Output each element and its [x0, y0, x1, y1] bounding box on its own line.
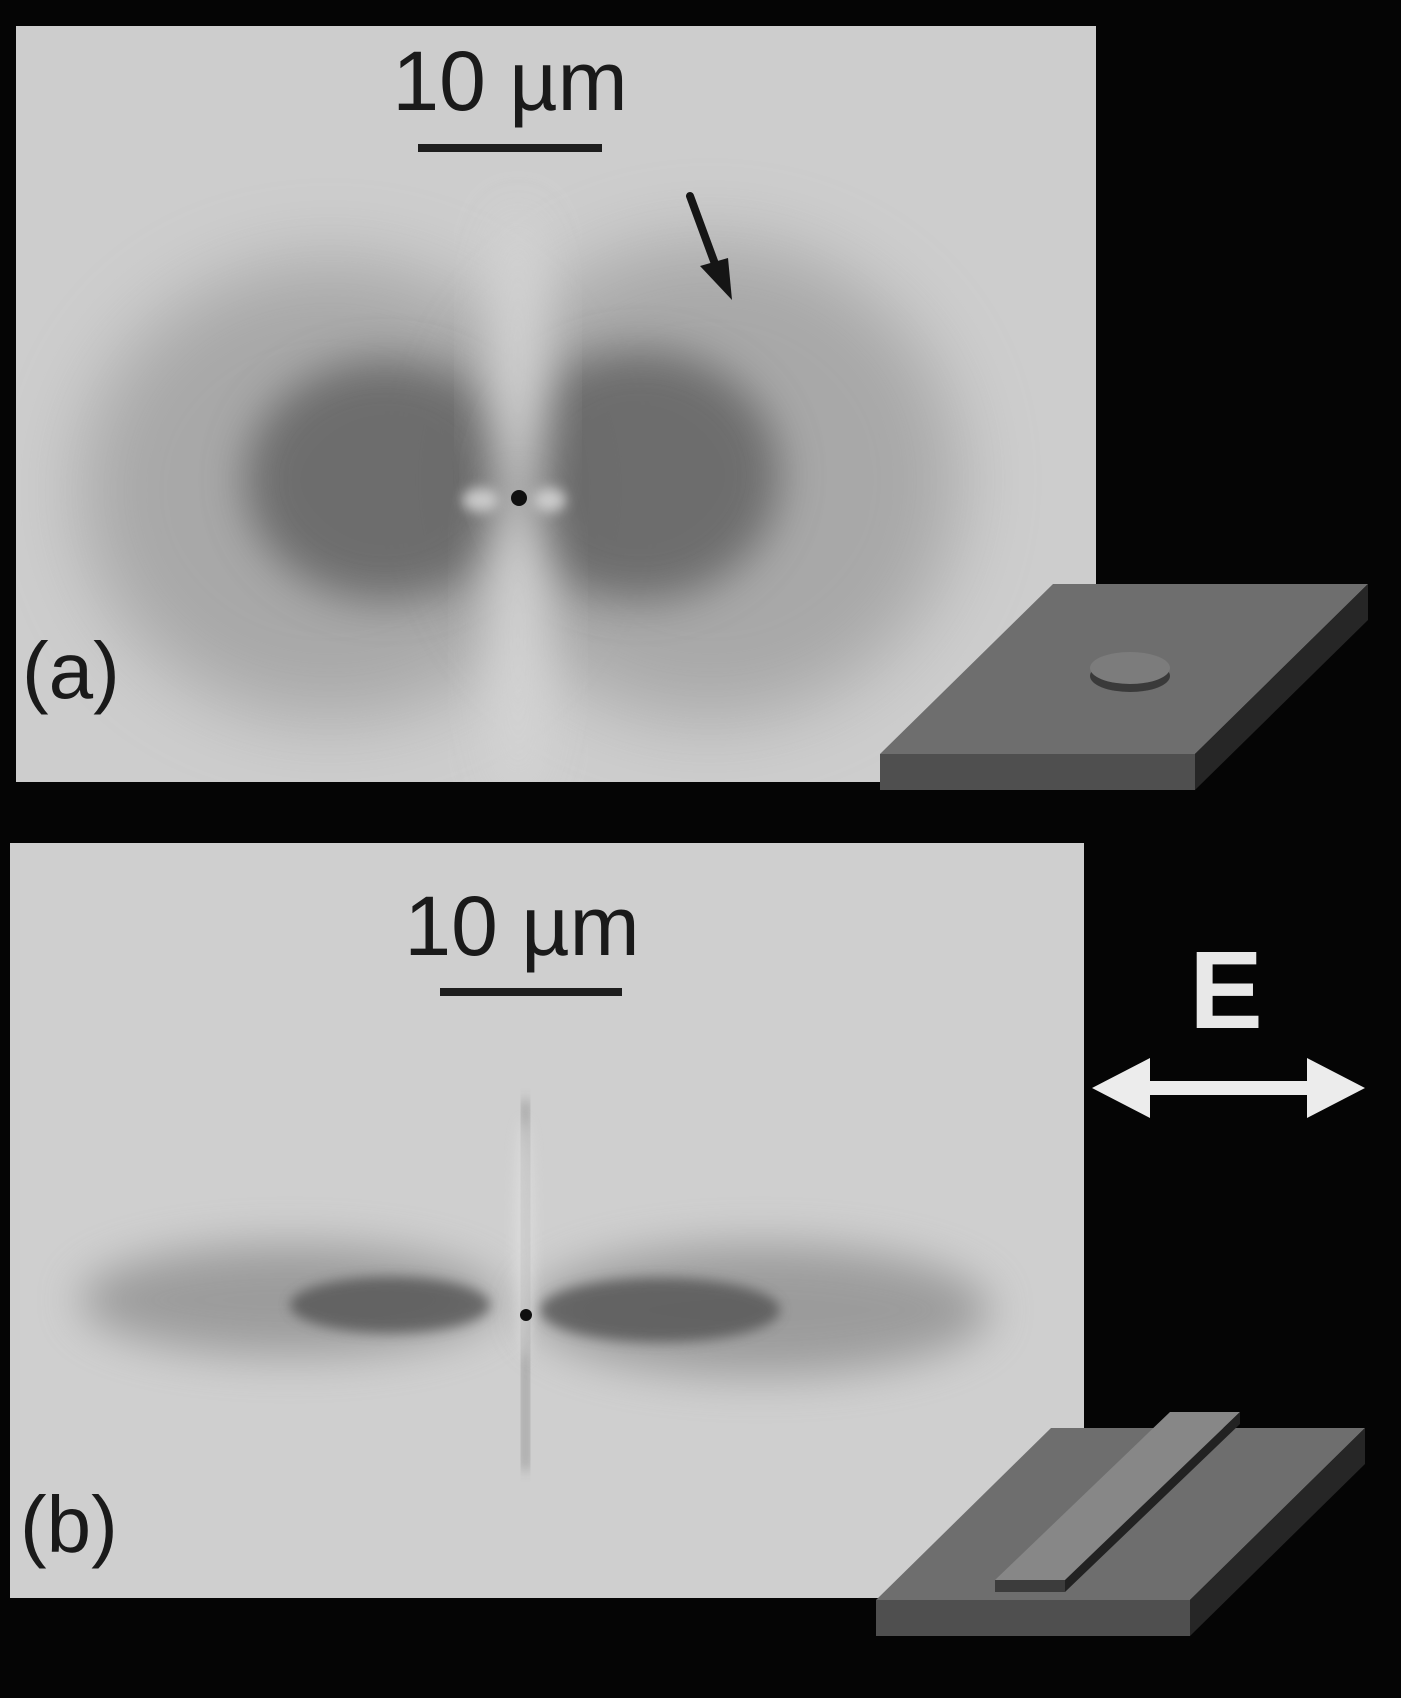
- panel-a-particle: [511, 490, 527, 506]
- panel-b-image: [10, 843, 1084, 1598]
- substrate-strip-diagram: [876, 1412, 1365, 1636]
- panel-b-intensity-pattern: [80, 1100, 990, 1470]
- substrate-disk-diagram: [880, 584, 1368, 790]
- panel-b: 10 µm (b): [10, 843, 1084, 1598]
- panel-a-label: (a): [22, 626, 120, 715]
- double-arrow-icon: [1092, 1058, 1365, 1118]
- panel-b-label: (b): [20, 1480, 118, 1569]
- panel-a-scale-bar-label: 10 µm: [392, 34, 627, 128]
- panel-a-scale-bar: [418, 144, 602, 152]
- electric-field-indicator: E: [1092, 929, 1365, 1118]
- panel-b-scale-bar: [440, 988, 622, 996]
- panel-b-particle: [520, 1309, 532, 1321]
- panel-a-intensity-pattern: [80, 210, 960, 782]
- panel-b-scale-bar-label: 10 µm: [404, 879, 639, 973]
- panel-a-arrow: [686, 192, 732, 300]
- panel-a: 10 µm (a): [16, 26, 1096, 782]
- electric-field-label: E: [1189, 929, 1262, 1052]
